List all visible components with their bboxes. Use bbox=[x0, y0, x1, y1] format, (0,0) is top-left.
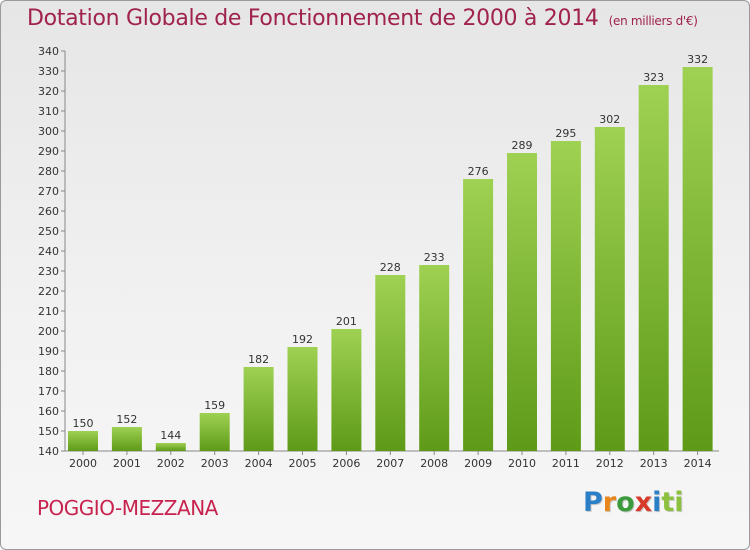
bar-value-label: 228 bbox=[380, 261, 401, 274]
bar-2004 bbox=[243, 367, 274, 451]
x-tick-label: 2003 bbox=[201, 457, 229, 470]
x-tick-label: 2004 bbox=[245, 457, 273, 470]
x-tick-label: 2011 bbox=[552, 457, 580, 470]
y-tick-label: 260 bbox=[38, 205, 59, 218]
bar-value-label: 295 bbox=[555, 127, 576, 140]
x-axis: 2000 2001 2002 2003 2004 2005 2006 2007 2008 2009… bbox=[65, 450, 719, 470]
y-tick-label: 160 bbox=[38, 405, 59, 418]
y-tick-label: 250 bbox=[38, 225, 59, 238]
y-tick-label: 240 bbox=[38, 245, 59, 258]
x-tick-label: 2000 bbox=[69, 457, 97, 470]
bar-2003 bbox=[199, 413, 230, 451]
logo-letter: t bbox=[661, 487, 675, 518]
bar-2001 bbox=[111, 427, 142, 451]
x-tick-label: 2012 bbox=[596, 457, 624, 470]
logo-letter: x bbox=[634, 487, 653, 518]
bar-value-label: 332 bbox=[687, 53, 708, 66]
x-tick-label: 2005 bbox=[289, 457, 317, 470]
x-tick-label: 2002 bbox=[157, 457, 185, 470]
bar-value-label: 192 bbox=[292, 333, 313, 346]
y-tick-label: 180 bbox=[38, 365, 59, 378]
x-tick-label: 2006 bbox=[332, 457, 360, 470]
bar-value-label: 182 bbox=[248, 353, 269, 366]
chart-title: Dotation Globale de Fonctionnement de 20… bbox=[27, 6, 698, 31]
bar-2002 bbox=[155, 443, 186, 451]
y-tick-label: 200 bbox=[38, 325, 59, 338]
y-tick-label: 170 bbox=[38, 385, 59, 398]
proxiti-logo[interactable]: Proxiti bbox=[583, 487, 684, 518]
bar-2000 bbox=[68, 431, 98, 451]
y-tick-label: 230 bbox=[38, 265, 59, 278]
y-tick-label: 190 bbox=[38, 345, 59, 358]
bar-value-label: 201 bbox=[336, 315, 357, 328]
logo-letter: i bbox=[674, 487, 684, 518]
bar-value-label: 150 bbox=[73, 417, 94, 430]
commune-name: POGGIO-MEZZANA bbox=[37, 496, 218, 520]
bar-2013 bbox=[638, 85, 669, 451]
bar-2009 bbox=[463, 179, 494, 451]
bar-2012 bbox=[594, 127, 625, 451]
y-tick-label: 280 bbox=[38, 165, 59, 178]
bar-value-label: 144 bbox=[160, 429, 181, 442]
x-tick-label: 2010 bbox=[508, 457, 536, 470]
bar-2007 bbox=[375, 275, 406, 451]
y-axis: 140 150 160 170 180 190 200 210 220 230 240 250 260 2… bbox=[38, 45, 66, 458]
logo-letter: r bbox=[602, 487, 617, 518]
y-tick-label: 270 bbox=[38, 185, 59, 198]
bar-2010 bbox=[507, 153, 537, 451]
y-tick-label: 320 bbox=[38, 85, 59, 98]
x-tick-label: 2014 bbox=[684, 457, 712, 470]
bar-2008 bbox=[419, 265, 450, 451]
bar-value-label: 289 bbox=[512, 139, 533, 152]
x-tick-label: 2009 bbox=[464, 457, 492, 470]
chart-unit: (en milliers d'€) bbox=[608, 14, 698, 28]
x-tick-label: 2013 bbox=[640, 457, 668, 470]
bar-value-label: 302 bbox=[599, 113, 620, 126]
y-tick-label: 290 bbox=[38, 145, 59, 158]
y-tick-label: 330 bbox=[38, 65, 59, 78]
x-tick-label: 2008 bbox=[420, 457, 448, 470]
bar-value-label: 323 bbox=[643, 71, 664, 84]
bar-2014 bbox=[682, 67, 713, 451]
bar-value-label: 233 bbox=[424, 251, 445, 264]
logo-letter: P bbox=[583, 487, 603, 518]
bar-value-label: 276 bbox=[468, 165, 489, 178]
x-tick-label: 2007 bbox=[376, 457, 404, 470]
y-tick-label: 210 bbox=[38, 305, 59, 318]
logo-letter: o bbox=[616, 487, 635, 518]
bar-2005 bbox=[287, 347, 318, 451]
y-tick-label: 150 bbox=[38, 425, 59, 438]
x-tick-label: 2001 bbox=[113, 457, 141, 470]
logo-letter: i bbox=[652, 487, 662, 518]
bar-2006 bbox=[331, 329, 362, 451]
bars: 150 152 144 159 182 192 201 228 233 276 289 295 302 3… bbox=[68, 53, 713, 451]
bar-value-label: 152 bbox=[116, 413, 137, 426]
y-tick-label: 300 bbox=[38, 125, 59, 138]
y-tick-label: 140 bbox=[38, 445, 59, 458]
bar-2011 bbox=[550, 141, 581, 451]
y-tick-label: 220 bbox=[38, 285, 59, 298]
y-tick-label: 340 bbox=[38, 45, 59, 58]
bar-value-label: 159 bbox=[204, 399, 225, 412]
y-tick-label: 310 bbox=[38, 105, 59, 118]
